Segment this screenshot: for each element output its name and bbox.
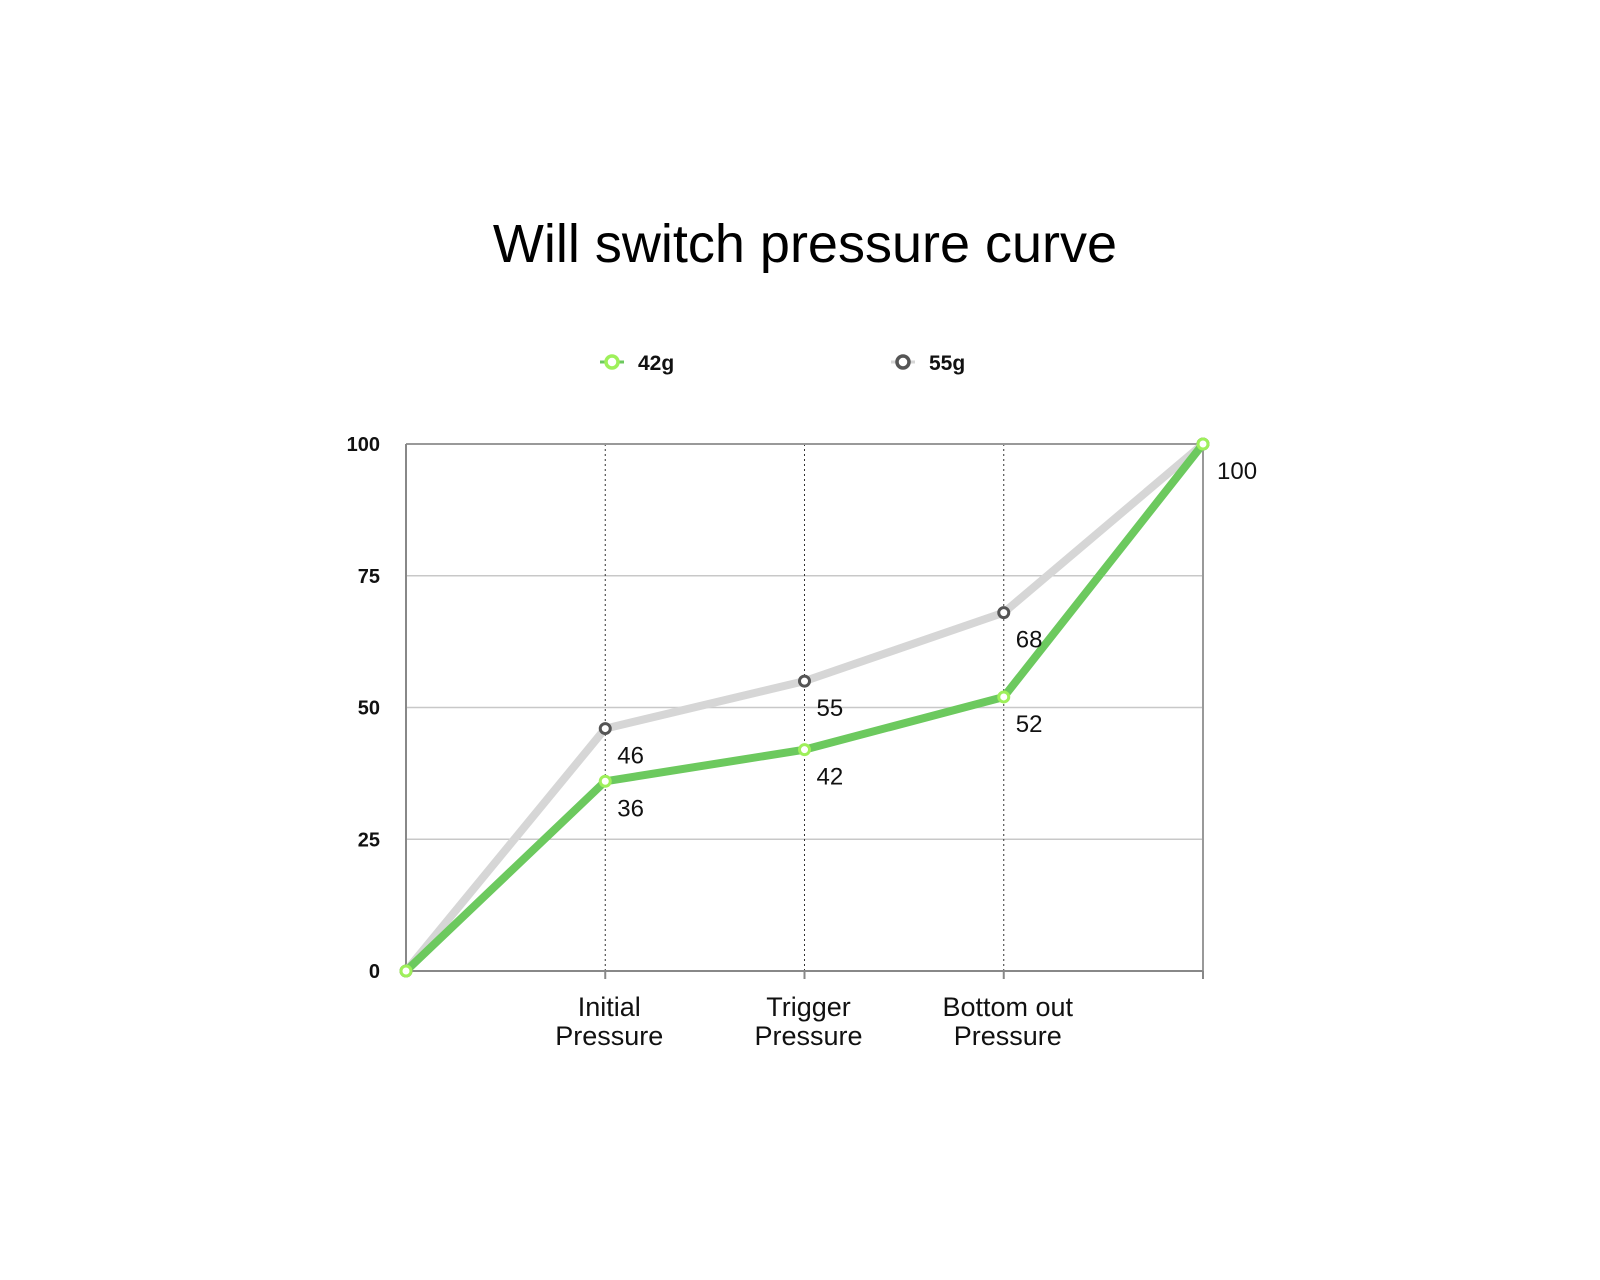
x-tick-label: Pressure <box>754 1021 862 1051</box>
legend-marker-55g <box>895 354 911 370</box>
legend-label-42g: 42g <box>638 352 674 375</box>
series-group <box>399 437 1210 978</box>
data-point-42g <box>598 774 612 788</box>
x-tick-label: Initial <box>578 992 641 1022</box>
data-label: 68 <box>1016 627 1043 654</box>
y-tick-label: 25 <box>358 829 380 851</box>
data-point-55g <box>598 722 612 736</box>
y-tick-label: 50 <box>358 698 380 720</box>
labels-group: 46 55 68 36 42 52 100 <box>617 458 1257 822</box>
data-point-55g <box>997 606 1011 620</box>
data-label: 52 <box>1016 711 1043 738</box>
x-tick-label: Pressure <box>555 1021 663 1051</box>
data-point-55g <box>798 674 811 688</box>
axes: 0255075100InitialPressureTriggerPressure… <box>347 434 1204 1051</box>
x-tick-label: Pressure <box>954 1021 1062 1051</box>
y-tick-label: 100 <box>347 434 380 456</box>
y-tick-label: 75 <box>358 566 380 588</box>
x-tick-label: Trigger <box>766 992 851 1022</box>
x-tick-label: Bottom out <box>942 992 1073 1022</box>
legend-label-55g: 55g <box>929 352 965 375</box>
grid <box>406 444 1203 971</box>
y-tick-label: 0 <box>369 961 380 983</box>
data-label: 100 <box>1217 458 1257 485</box>
data-label: 55 <box>817 695 844 722</box>
data-point-42g <box>399 964 413 978</box>
legend: 42g 55g <box>600 352 965 375</box>
data-point-42g <box>1196 437 1210 451</box>
chart-title: Will switch pressure curve <box>493 214 1117 274</box>
data-label: 36 <box>617 795 644 822</box>
data-label: 46 <box>617 743 644 770</box>
legend-marker-42g <box>604 354 620 370</box>
data-label: 42 <box>817 764 844 791</box>
data-point-42g <box>997 690 1011 704</box>
data-point-42g <box>798 743 811 757</box>
